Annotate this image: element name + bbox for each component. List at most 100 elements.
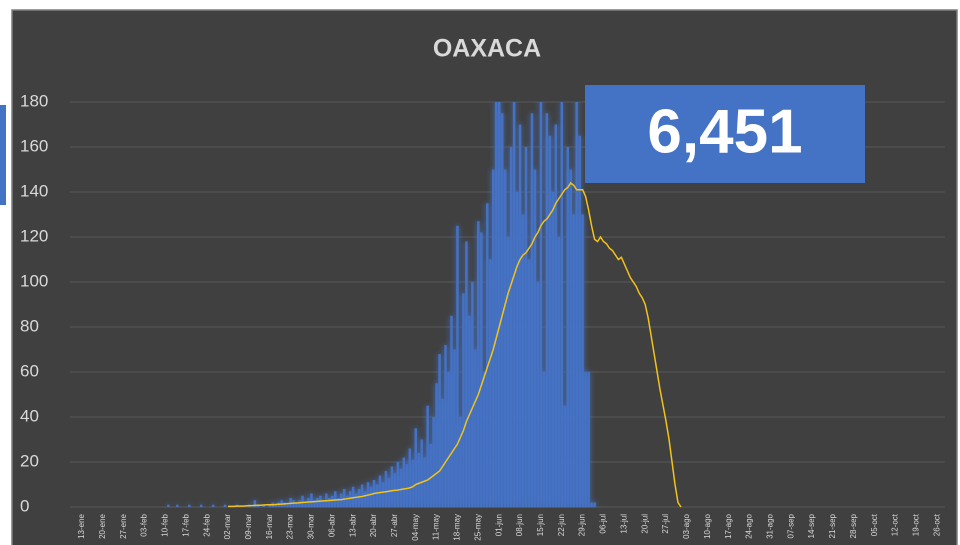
bar (587, 372, 590, 507)
x-tick-label: 20-abr (369, 514, 378, 537)
bar (429, 444, 432, 507)
bar (575, 102, 578, 507)
bar (593, 502, 596, 507)
bar (566, 147, 569, 507)
bar (438, 354, 441, 507)
bar (542, 372, 546, 507)
x-tick-label: 24-feb (202, 513, 211, 536)
bar (453, 349, 456, 507)
bar (494, 102, 498, 507)
bar (167, 504, 170, 507)
y-tick-label: 180 (20, 91, 48, 110)
x-tick-label: 10-ago (703, 513, 712, 538)
bar (503, 169, 507, 507)
bar (506, 237, 510, 507)
x-tick-label: 24-ago (745, 513, 754, 538)
x-tick-label: 02-mar (223, 514, 232, 540)
bar (536, 282, 540, 507)
bar (578, 135, 581, 507)
x-tick-label: 13-jul (619, 514, 628, 534)
x-tick-label: 12-oct (891, 513, 900, 536)
bar (363, 491, 367, 507)
y-tick-label: 160 (20, 136, 48, 155)
x-tick-label: 07-sep (786, 513, 795, 538)
x-tick-label: 29-jun (578, 514, 587, 536)
bar (289, 498, 292, 507)
bar (459, 417, 462, 507)
bar (480, 232, 483, 507)
chart-title: OAXACA (433, 35, 541, 63)
bar (354, 493, 358, 507)
bar (554, 124, 558, 507)
y-tick-label: 80 (20, 316, 39, 335)
bar (474, 349, 477, 507)
bar (274, 504, 277, 507)
x-tick-label: 17-feb (181, 513, 190, 536)
bar (581, 214, 584, 507)
bar (298, 500, 301, 507)
bar (301, 495, 304, 507)
bar (384, 471, 388, 507)
bar (357, 489, 361, 507)
x-tick-label: 19-oct (911, 513, 920, 536)
bar (211, 504, 215, 507)
bar (337, 498, 340, 507)
bar (590, 502, 593, 507)
x-tick-label: 16-mar (265, 514, 274, 540)
bar-series (167, 102, 596, 507)
bar (420, 439, 423, 507)
bar (512, 102, 516, 507)
bar (500, 113, 504, 507)
bar (563, 405, 567, 507)
bar (518, 124, 522, 507)
bar (295, 502, 298, 507)
x-tick-label: 22-jun (557, 514, 566, 536)
bar (417, 453, 420, 507)
bar (334, 491, 337, 507)
bar (462, 293, 465, 507)
bar (322, 500, 325, 507)
x-tick-label: 04-may (411, 514, 420, 541)
bar (402, 457, 406, 507)
x-tick-label: 23-mar (286, 514, 295, 540)
x-tick-label: 06-jul (599, 514, 608, 534)
x-tick-label: 13-abr (348, 514, 357, 537)
x-tick-label: 25-may (473, 514, 482, 541)
x-tick-label: 30-mar (307, 514, 316, 540)
y-tick-label: 140 (20, 181, 48, 200)
bar (471, 282, 474, 507)
y-tick-label: 20 (20, 451, 39, 470)
y-tick-label: 100 (20, 271, 48, 290)
bar (572, 214, 575, 507)
x-tick-label: 14-sep (807, 513, 816, 538)
x-tick-label: 10-feb (161, 513, 170, 536)
bar (408, 448, 412, 507)
bar (253, 500, 257, 507)
x-tick-label: 03-feb (140, 513, 149, 536)
bar (328, 498, 331, 507)
bar (533, 169, 537, 507)
bar (483, 372, 486, 507)
x-tick-label: 27-jul (661, 514, 670, 534)
bar (465, 241, 468, 507)
line-series (228, 181, 682, 508)
bar (426, 405, 429, 507)
bar (316, 498, 319, 507)
bar (527, 259, 531, 507)
x-tick-label: 03-ago (682, 513, 691, 538)
total-annotation: 6,451 (647, 97, 802, 166)
bar (369, 486, 373, 507)
bar (477, 221, 480, 507)
x-tick-label: 17-ago (724, 513, 733, 538)
bar (396, 462, 400, 507)
bar (310, 493, 313, 507)
x-tick-label: 20-jul (640, 514, 649, 534)
x-tick-label: 31-ago (765, 513, 774, 538)
x-tick-label: 08-jun (515, 514, 524, 536)
bar (450, 315, 453, 507)
bar (557, 237, 561, 507)
bar (176, 504, 179, 507)
bar (447, 372, 450, 507)
bar (486, 203, 489, 507)
x-tick-label: 28-sep (849, 513, 858, 538)
